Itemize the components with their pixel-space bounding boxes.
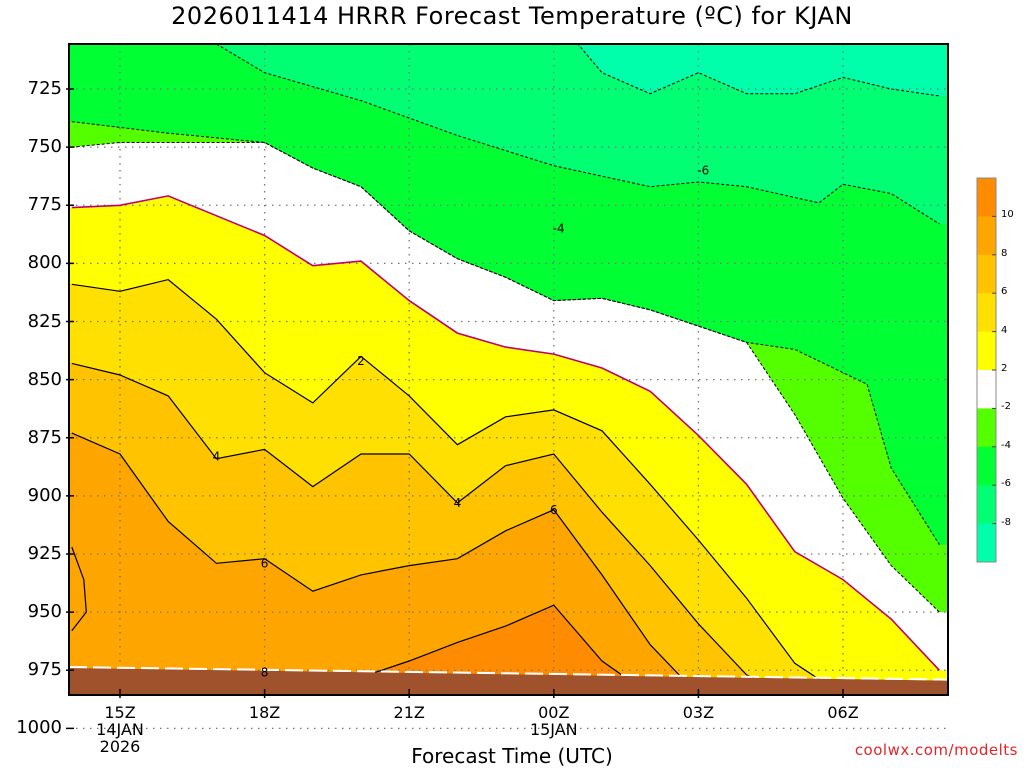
isotherm-minus8: [71, 44, 940, 97]
colorbar-label: 2: [1001, 363, 1008, 374]
isotherm-0: [71, 195, 940, 671]
y-tick-label: 900: [27, 484, 62, 506]
y-tick-label: 875: [27, 426, 62, 448]
contour-label: -6: [697, 163, 709, 177]
colorbar-label: -6: [1001, 478, 1011, 490]
x-tick-label-line2: [803, 721, 883, 738]
isotherm-minus2: [71, 142, 940, 613]
colorbar-label: 6: [1001, 286, 1008, 298]
y-tick-label: 775: [27, 194, 62, 216]
colorbar-label: -2: [1001, 401, 1011, 413]
chart-title: 2026011414 HRRR Forecast Temperature (ºC…: [171, 2, 853, 30]
colorbar-label: 10: [1001, 209, 1014, 221]
x-tick-label-line1: 15Z: [104, 703, 136, 722]
temperature-band-10: [69, 605, 948, 695]
colorbar-swatch: [977, 254, 996, 294]
contour-label: 6: [550, 503, 558, 517]
contour-label: 6: [261, 556, 269, 570]
x-tick-label-line1: 00Z: [538, 703, 570, 722]
x-tick-label: 15Z 14JAN 2026: [80, 704, 160, 755]
x-tick-label: 21Z: [369, 704, 449, 755]
x-tick-label-line1: 18Z: [248, 703, 281, 722]
x-tick-label-line2: [369, 721, 449, 738]
colorbar-label: 4: [1001, 324, 1008, 336]
temperature-pocket-left: [71, 547, 87, 631]
x-tick-label-line1: 03Z: [682, 703, 715, 722]
y-tick-label: 725: [27, 78, 62, 99]
temperature-band-8: [69, 433, 948, 695]
x-tick-label: 18Z: [225, 704, 305, 755]
colorbar-swatch: [977, 408, 996, 448]
filled-temperature-regions: [69, 44, 948, 695]
x-tick-label: 00Z 15JAN: [514, 704, 594, 755]
plot-frame: [68, 43, 949, 696]
y-tick-label: 800: [27, 252, 62, 274]
y-tick-label: 825: [27, 310, 62, 332]
colorbar-label: 8: [1001, 247, 1008, 259]
y-tick-label: 1000: [16, 717, 62, 739]
colorbar-label: -8: [1001, 516, 1011, 528]
isotherm-2: [71, 278, 940, 695]
colorbar-label: -4: [1001, 439, 1011, 451]
y-tick-label: 950: [27, 601, 62, 623]
x-tick-label-line1: 06Z: [827, 703, 859, 722]
y-tick-label: 850: [27, 368, 62, 390]
contour-label: 4: [454, 496, 462, 510]
x-tick-label: 03Z: [658, 704, 738, 755]
isotherm-minus6: [216, 44, 940, 225]
colorbar-swatch: [977, 523, 996, 563]
x-tick-label-line2: [658, 721, 738, 738]
x-tick-label-line2: 14JAN: [96, 720, 144, 739]
source-credit: coolwx.com/modelts: [854, 741, 1018, 759]
surface-line: [68, 666, 949, 681]
x-tick-label-line2: [225, 721, 305, 738]
x-tick-label-line2: 15JAN: [529, 720, 578, 739]
y-tick-label: 975: [27, 659, 62, 681]
y-tick-label: 750: [27, 136, 62, 158]
isotherm-8-left-pocket: [71, 546, 87, 632]
contour-label: -4: [553, 222, 565, 236]
colorbar-swatch: [977, 331, 996, 371]
contour-label: 2: [357, 354, 365, 368]
ground-surface: [69, 668, 948, 695]
x-tick-label-line1: 21Z: [393, 703, 425, 722]
colorbar-swatch: [977, 485, 996, 525]
x-tick-label: 06Z: [803, 704, 883, 755]
isotherm-6: [71, 432, 776, 695]
colorbar-swatch: [977, 370, 996, 409]
colorbar-swatch: [977, 216, 996, 256]
colorbar-swatch: [977, 293, 996, 333]
colorbar-swatch: [977, 178, 996, 217]
x-axis-label: Forecast Time (UTC): [411, 744, 613, 768]
y-tick-label: 925: [27, 543, 62, 564]
colorbar-swatch: [977, 446, 996, 486]
x-tick-label-line3: 2026: [99, 737, 141, 756]
contour-label: 4: [213, 449, 221, 463]
contour-label: 8: [261, 666, 269, 680]
